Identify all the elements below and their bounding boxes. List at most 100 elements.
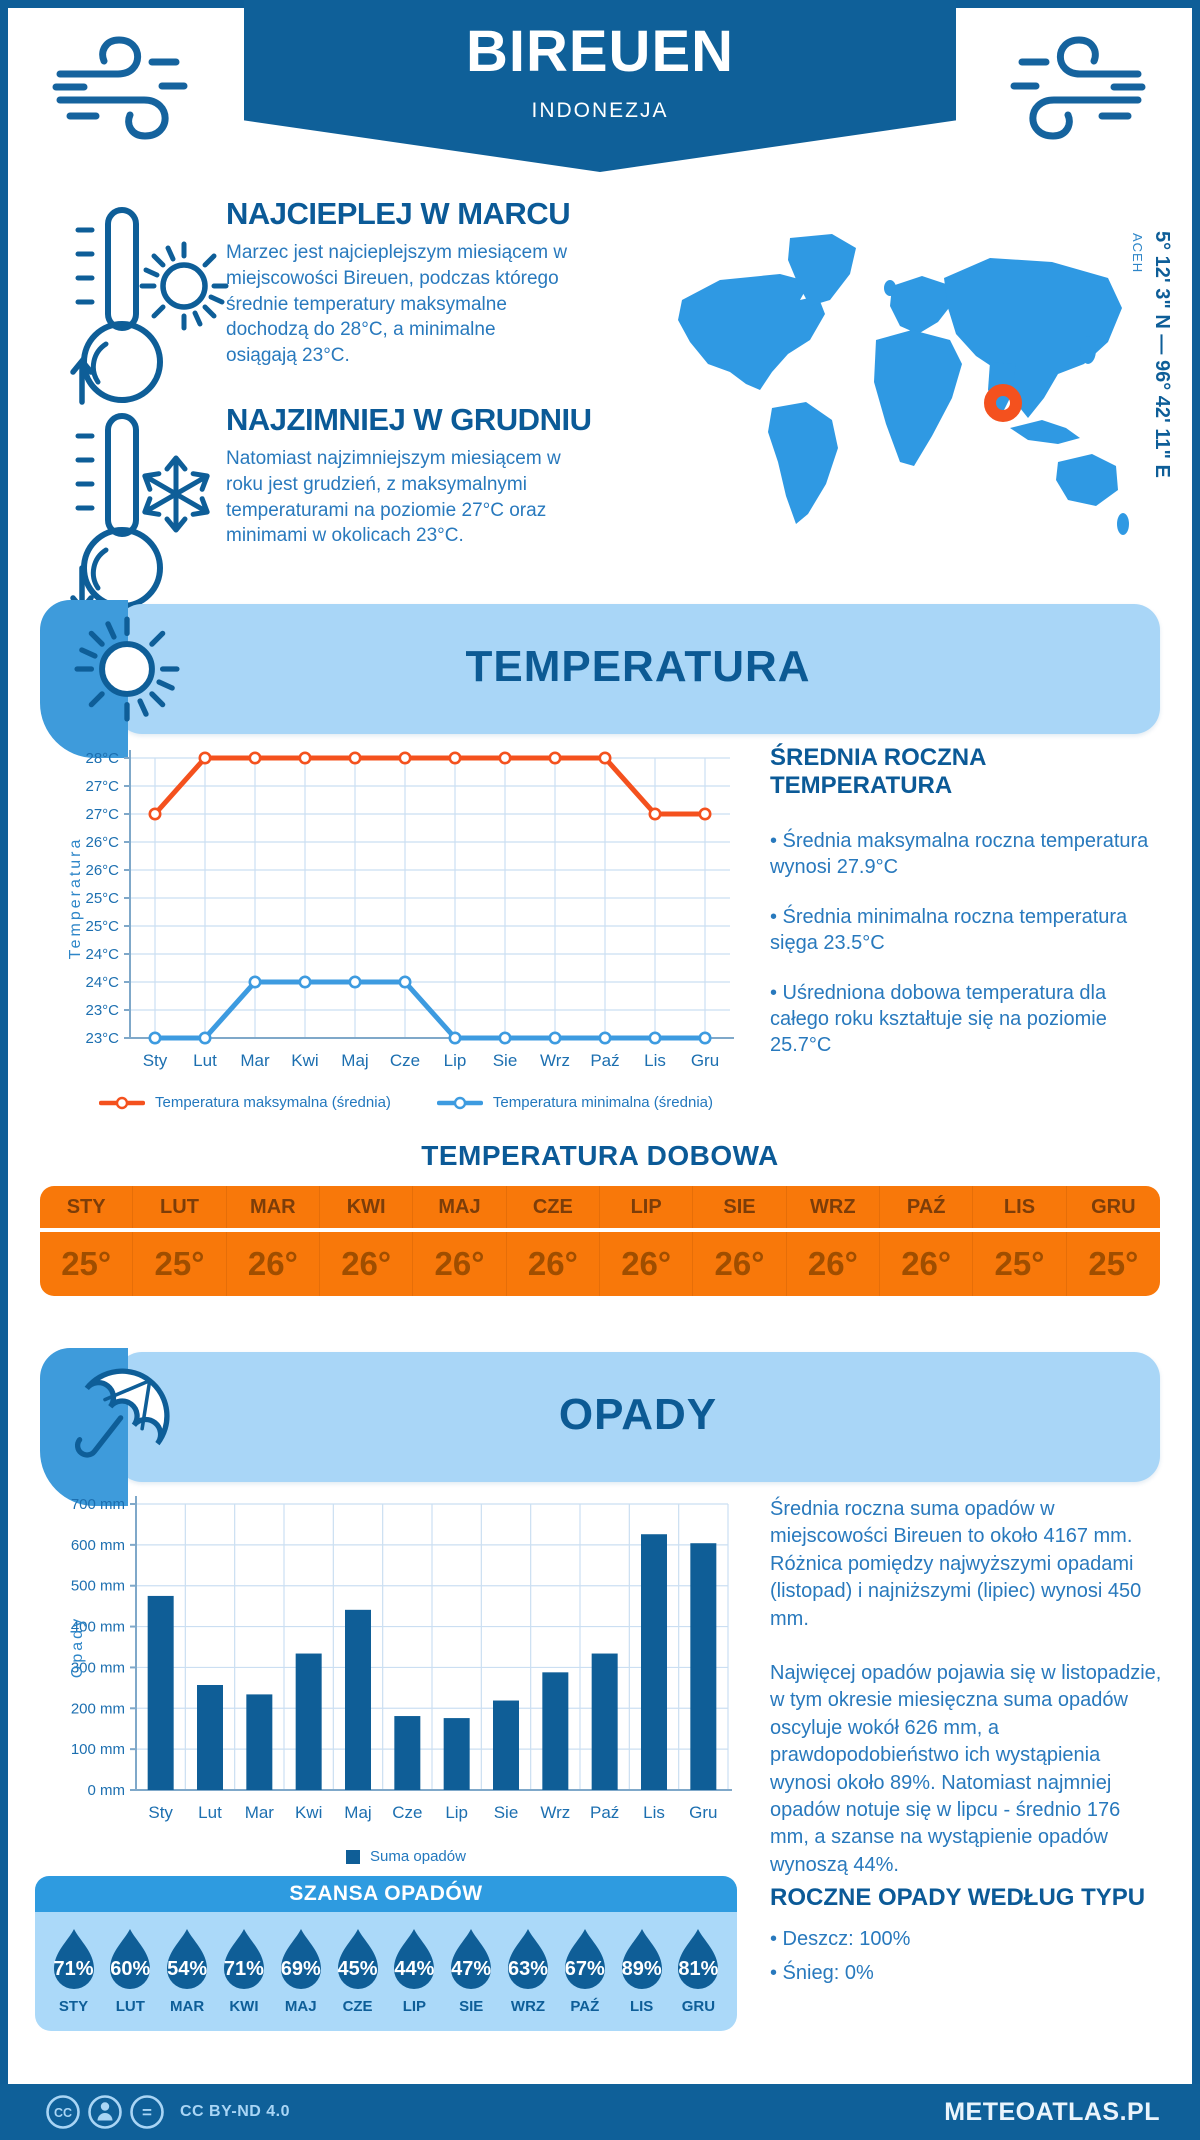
svg-text:Paź: Paź	[590, 1051, 619, 1070]
daily-table-value: 25°	[40, 1232, 134, 1296]
svg-text:23°C: 23°C	[85, 1030, 119, 1047]
chance-drop-item: 81% GRU	[672, 1928, 725, 2015]
svg-text:Wrz: Wrz	[540, 1803, 570, 1822]
chance-percentage: 67%	[564, 1958, 605, 1980]
svg-text:600 mm: 600 mm	[71, 1537, 125, 1554]
sun-icon	[139, 241, 229, 331]
chance-month-label: MAJ	[284, 1998, 317, 2015]
svg-text:Temperatura: Temperatura	[67, 837, 84, 960]
legend-label: Suma opadów	[370, 1848, 466, 1865]
water-drop-icon	[394, 1929, 435, 1989]
chance-percentage: 45%	[337, 1958, 378, 1980]
svg-text:26°C: 26°C	[85, 862, 119, 879]
svg-text:Wrz: Wrz	[540, 1051, 570, 1070]
svg-text:27°C: 27°C	[85, 806, 119, 823]
svg-text:27°C: 27°C	[85, 778, 119, 795]
chance-drop-item: 67% PAŹ	[558, 1928, 611, 2015]
header-banner: BIREUEN INDONEZJA	[244, 0, 956, 172]
water-drop-icon	[508, 1929, 548, 1989]
temperature-banner	[116, 604, 1160, 734]
svg-text:500 mm: 500 mm	[71, 1578, 125, 1595]
chance-month-label: LIP	[402, 1998, 427, 2015]
daily-table-value: 26°	[787, 1232, 880, 1296]
footer-bar: CC = CC BY-ND 4.0 METEOATLAS.PL	[0, 2084, 1200, 2140]
umbrella-icon	[75, 1368, 170, 1458]
chance-percentage: 47%	[451, 1958, 492, 1980]
daily-table-value: 26°	[227, 1232, 320, 1296]
svg-text:Cze: Cze	[392, 1803, 422, 1822]
map-africa	[874, 330, 962, 466]
wind-icon	[1010, 36, 1146, 140]
chance-percentage: 71%	[223, 1958, 264, 1980]
svg-text:Sty: Sty	[143, 1051, 168, 1070]
annual-temperature-title: ŚREDNIA ROCZNA TEMPERATURA	[770, 744, 986, 799]
legend-item: Temperatura maksymalna (średnia)	[98, 1094, 391, 1111]
chance-month-label: GRU	[681, 1998, 716, 2015]
map-new-zealand	[1117, 513, 1129, 535]
svg-text:Gru: Gru	[689, 1803, 717, 1822]
daily-table-value: 26°	[413, 1232, 507, 1296]
svg-text:Lis: Lis	[644, 1051, 666, 1070]
water-drop-icon	[53, 1929, 94, 1989]
svg-text:Opady: Opady	[69, 1616, 86, 1678]
map-region-label: ACEH	[1130, 233, 1145, 274]
chance-drop-item: 63% WRZ	[502, 1928, 555, 2015]
cold-section-title: NAJZIMNIEJ W GRUDNIU	[226, 402, 592, 437]
daily-table-month: MAJ	[413, 1186, 507, 1228]
chance-percentage: 63%	[507, 1958, 549, 1980]
chance-drop-item: 60% LUT	[104, 1928, 157, 2015]
daily-table-month: GRU	[1091, 1195, 1136, 1218]
daily-table-month: LIP	[600, 1186, 694, 1228]
wind-icon	[52, 36, 188, 140]
chance-drop-item: 44% LIP	[388, 1928, 441, 2015]
map-europe	[890, 276, 952, 334]
chance-drop-item: 45% CZE	[331, 1928, 384, 2015]
chance-percentage: 44%	[394, 1958, 435, 1980]
map-asia	[944, 258, 1122, 418]
daily-temperature-table: STY LUT MAR KWI MAJ CZE LIP SIE WRZ PAŹ LIS GRU 25°…	[40, 1186, 1160, 1296]
svg-text:Sie: Sie	[494, 1803, 519, 1822]
map-location-marker	[984, 384, 1022, 422]
svg-text:Lis: Lis	[643, 1803, 665, 1822]
water-drop-icon	[280, 1929, 321, 1989]
precipitation-paragraph: Najwięcej opadów pojawia się w listopadz…	[770, 1661, 1162, 1876]
precipitation-types-title: ROCZNE OPADY WEDŁUG TYPU	[770, 1884, 1146, 1911]
daily-table-separator	[40, 1228, 1160, 1232]
creative-commons-icons: CC =	[46, 2095, 164, 2129]
page-border-left	[0, 0, 8, 2140]
chance-month-label: PAŹ	[570, 1998, 600, 2015]
svg-text:24°C: 24°C	[85, 946, 119, 963]
svg-text:Paź: Paź	[590, 1803, 619, 1822]
daily-table-month: PAŹ	[880, 1186, 974, 1228]
annual-temp-bullet: • Uśredniona dobowa temperatura dla całe…	[770, 982, 1107, 1056]
svg-text:200 mm: 200 mm	[71, 1700, 125, 1717]
svg-text:Maj: Maj	[344, 1803, 371, 1822]
page-border-right	[1192, 0, 1200, 2140]
daily-table-value: 25°	[973, 1232, 1067, 1296]
svg-text:Sie: Sie	[493, 1051, 518, 1070]
chance-month-label: SIE	[459, 1998, 484, 2015]
daily-table-value: 25°	[1088, 1245, 1139, 1282]
legend-item: Temperatura minimalna (średnia)	[436, 1094, 713, 1111]
annual-temp-bullet: • Średnia minimalna roczna temperatura s…	[770, 906, 1128, 954]
map-north-america	[678, 274, 825, 390]
water-drop-icon	[564, 1929, 605, 1989]
svg-text:Mar: Mar	[245, 1803, 275, 1822]
precipitation-type-bullet: • Deszcz: 100%	[770, 1928, 911, 1950]
daily-temperature-title: TEMPERATURA DOBOWA	[421, 1140, 779, 1171]
chance-percentage: 69%	[280, 1958, 321, 1980]
water-drop-icon	[337, 1929, 378, 1989]
map-south-america	[768, 402, 838, 524]
water-drop-icon	[451, 1929, 492, 1989]
precipitation-chart-legend: Suma opadów	[66, 1848, 746, 1865]
daily-table-month: SIE	[693, 1186, 787, 1228]
cold-section-text: Natomiast najzimniejszym miesiącem w rok…	[226, 448, 561, 547]
svg-text:700 mm: 700 mm	[71, 1496, 125, 1513]
map-indonesia	[1010, 420, 1080, 444]
warm-section-text: Marzec jest najcieplejszym miesiącem w m…	[226, 242, 568, 367]
map-australia	[1056, 454, 1118, 506]
daily-table-month: KWI	[320, 1186, 414, 1228]
precipitation-type-bullet: • Śnieg: 0%	[770, 1962, 874, 1984]
precipitation-bar-chart: 0 mm 100 mm 200 mm 300 mm 400 mm 500 mm 600 mm…	[69, 1496, 732, 1822]
